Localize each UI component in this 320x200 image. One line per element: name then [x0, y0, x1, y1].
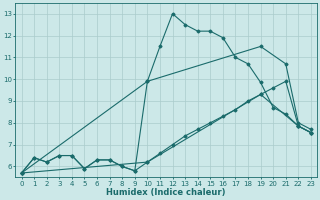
X-axis label: Humidex (Indice chaleur): Humidex (Indice chaleur)	[107, 188, 226, 197]
